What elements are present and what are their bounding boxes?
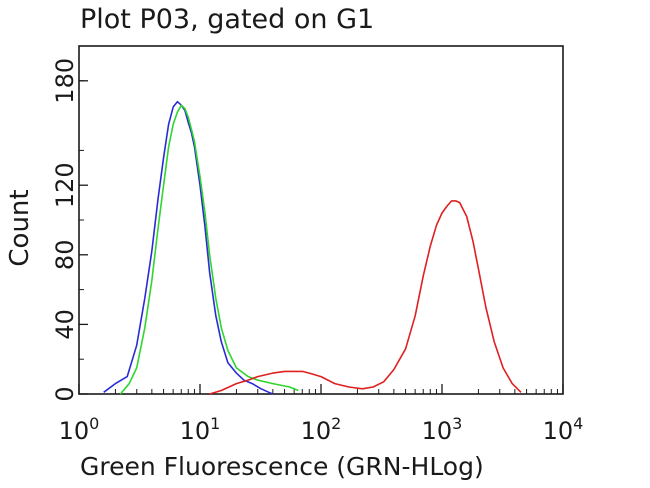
- histogram-series-line: [119, 104, 299, 395]
- y-tick-label: 180: [51, 58, 79, 104]
- x-tick-label: 104: [543, 414, 584, 445]
- chart-title: Plot P03, gated on G1: [80, 4, 375, 35]
- y-tick-label: 0: [51, 386, 79, 401]
- y-tick-label: 40: [51, 309, 79, 340]
- x-tick-label-exponent: 0: [89, 414, 99, 433]
- histogram-series-line: [103, 100, 274, 395]
- x-tick-label-base: 10: [301, 417, 332, 445]
- x-tick-label-exponent: 2: [331, 414, 341, 433]
- x-tick-label: 102: [301, 414, 342, 445]
- x-tick-label-exponent: 1: [210, 414, 220, 433]
- x-tick-label-exponent: 4: [573, 414, 583, 433]
- y-tick-label: 120: [51, 162, 79, 208]
- x-tick-label: 103: [422, 414, 463, 445]
- x-axis-label: Green Fluorescence (GRN-HLog): [80, 452, 484, 481]
- y-tick-label: 80: [51, 240, 79, 271]
- x-tick-label-base: 10: [180, 417, 211, 445]
- histogram-series-line: [209, 200, 522, 395]
- plot-frame: [78, 45, 564, 395]
- x-tick-label-base: 10: [422, 417, 453, 445]
- x-tick-label-base: 10: [59, 417, 90, 445]
- x-tick-label-base: 10: [543, 417, 574, 445]
- x-tick-label-exponent: 3: [452, 414, 462, 433]
- x-tick-label: 100: [59, 414, 100, 445]
- x-tick-label: 101: [180, 414, 221, 445]
